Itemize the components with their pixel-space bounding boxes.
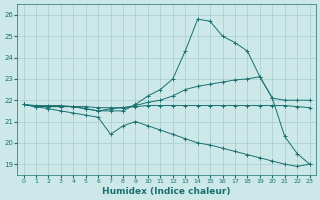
X-axis label: Humidex (Indice chaleur): Humidex (Indice chaleur) xyxy=(102,187,231,196)
